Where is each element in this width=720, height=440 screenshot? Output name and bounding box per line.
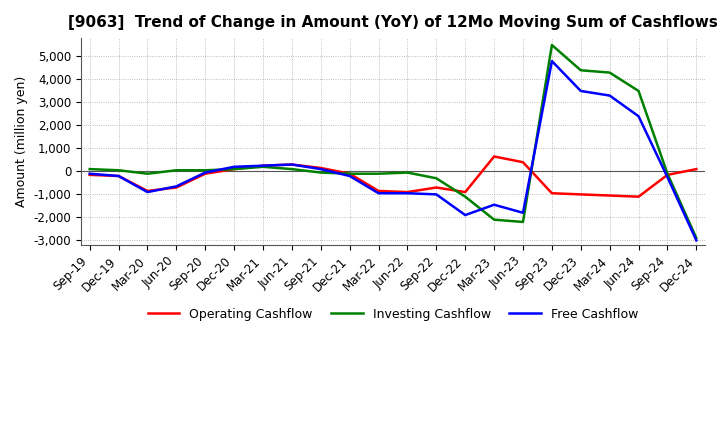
Operating Cashflow [403,190,412,195]
Investing Cashflow [490,217,498,222]
Investing Cashflow [143,171,152,176]
Operating Cashflow [346,171,354,176]
Investing Cashflow [230,166,238,172]
Operating Cashflow [201,171,210,176]
Free Cashflow [461,213,469,218]
Operating Cashflow [172,185,181,190]
Operating Cashflow [548,191,557,196]
Operating Cashflow [258,163,267,169]
Free Cashflow [258,163,267,169]
Investing Cashflow [287,166,296,172]
Investing Cashflow [692,235,701,241]
Free Cashflow [432,192,441,197]
Operating Cashflow [114,173,123,179]
Title: [9063]  Trend of Change in Amount (YoY) of 12Mo Moving Sum of Cashflows: [9063] Trend of Change in Amount (YoY) o… [68,15,718,30]
Operating Cashflow [461,190,469,195]
Investing Cashflow [606,70,614,75]
Free Cashflow [606,93,614,98]
Line: Operating Cashflow: Operating Cashflow [90,157,696,197]
Operating Cashflow [230,166,238,172]
Free Cashflow [287,162,296,167]
Free Cashflow [634,114,643,119]
Legend: Operating Cashflow, Investing Cashflow, Free Cashflow: Operating Cashflow, Investing Cashflow, … [143,303,643,326]
Operating Cashflow [634,194,643,199]
Investing Cashflow [201,168,210,173]
Investing Cashflow [172,168,181,173]
Investing Cashflow [258,164,267,169]
Investing Cashflow [114,168,123,173]
Operating Cashflow [143,188,152,194]
Free Cashflow [346,173,354,179]
Y-axis label: Amount (million yen): Amount (million yen) [15,76,28,207]
Free Cashflow [172,184,181,189]
Operating Cashflow [287,162,296,167]
Operating Cashflow [317,165,325,171]
Free Cashflow [518,210,527,216]
Investing Cashflow [346,171,354,176]
Free Cashflow [692,238,701,243]
Free Cashflow [663,175,672,180]
Investing Cashflow [461,194,469,199]
Investing Cashflow [577,68,585,73]
Operating Cashflow [577,192,585,197]
Investing Cashflow [518,219,527,224]
Operating Cashflow [663,172,672,177]
Investing Cashflow [432,176,441,181]
Free Cashflow [114,173,123,179]
Operating Cashflow [432,185,441,190]
Investing Cashflow [317,170,325,175]
Operating Cashflow [606,193,614,198]
Operating Cashflow [518,160,527,165]
Free Cashflow [577,88,585,94]
Free Cashflow [548,59,557,64]
Operating Cashflow [692,166,701,172]
Operating Cashflow [490,154,498,159]
Free Cashflow [230,164,238,169]
Free Cashflow [201,170,210,175]
Investing Cashflow [403,170,412,175]
Free Cashflow [490,202,498,207]
Free Cashflow [374,191,383,196]
Operating Cashflow [86,172,94,177]
Free Cashflow [143,190,152,195]
Line: Investing Cashflow: Investing Cashflow [90,45,696,238]
Investing Cashflow [86,166,94,172]
Line: Free Cashflow: Free Cashflow [90,61,696,240]
Free Cashflow [86,171,94,176]
Free Cashflow [317,166,325,172]
Investing Cashflow [374,171,383,176]
Investing Cashflow [548,42,557,48]
Free Cashflow [403,191,412,196]
Investing Cashflow [663,171,672,176]
Operating Cashflow [374,188,383,194]
Investing Cashflow [634,88,643,94]
